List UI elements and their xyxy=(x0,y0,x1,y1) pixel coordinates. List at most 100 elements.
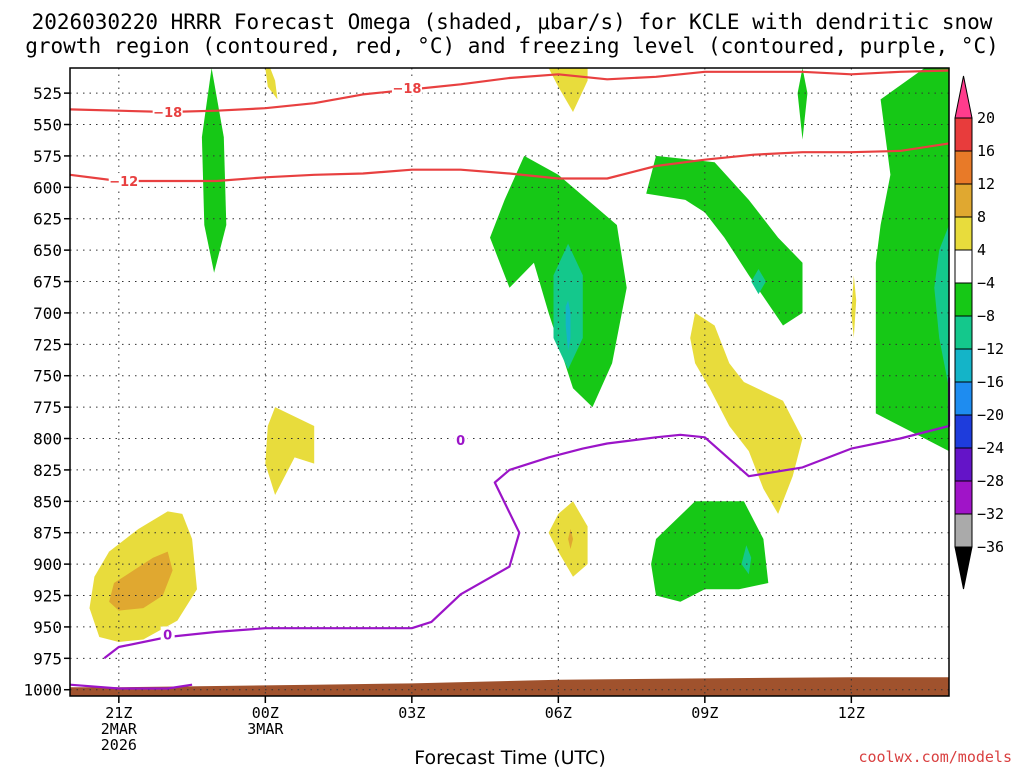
y-tick-label-850: 850 xyxy=(33,492,62,511)
freezing level 0-line xyxy=(103,377,951,660)
colorbar-bottom-arrow xyxy=(954,546,973,590)
colorbar-tick-label: 12 xyxy=(977,175,995,193)
omega-green-lower-right xyxy=(651,501,769,602)
contour-label-bg xyxy=(453,431,468,447)
y-tick-label-950: 950 xyxy=(33,618,62,637)
y-tick-label-800: 800 xyxy=(33,430,62,449)
y-axis: 525 550 575 600 625 650 675 700 725 750 775 800 825 8… xyxy=(23,84,70,700)
colorbar-tick-label: −16 xyxy=(977,373,1004,391)
omega-green-right-edge xyxy=(875,68,949,452)
x-tick-label: 00Z xyxy=(252,704,279,722)
y-tick-label-1000: 1000 xyxy=(23,681,62,700)
x-tick-label: 09Z xyxy=(691,704,718,722)
contour-label-bg xyxy=(160,626,175,642)
y-tick-label-525: 525 xyxy=(33,84,62,103)
contour-label: −18 xyxy=(392,82,421,97)
omega-yellow-small-right xyxy=(851,275,857,338)
colorbar-tick-label: −12 xyxy=(977,340,1004,358)
colorbar-tick-label: −4 xyxy=(977,274,995,292)
contour-label: −12 xyxy=(109,175,138,190)
chart-title-line-1: 2026030220 HRRR Forecast Omega (shaded, … xyxy=(32,10,993,34)
colorbar-tick-label: −36 xyxy=(977,538,1004,556)
colorbar: 20 16 12 8 4 −4 −8 −12 −16 −20 −24 −28 −32 −36 xyxy=(954,75,1004,590)
omega-yellow-top-center xyxy=(265,68,278,100)
omega-teal-dot-right xyxy=(751,269,766,295)
omega-green-thin-right xyxy=(797,68,808,140)
y-tick-label-775: 775 xyxy=(33,398,62,417)
colorbar-tick-label: −20 xyxy=(977,406,1004,424)
colorbar-segment xyxy=(954,348,973,383)
colorbar-segment xyxy=(954,282,973,317)
chart-title-line-2: growth region (contoured, red, °C) and f… xyxy=(25,34,999,58)
colorbar-tick-label: 20 xyxy=(977,109,995,127)
contour-label-bg xyxy=(391,80,422,96)
omega-orange-lower-left xyxy=(109,551,173,611)
y-tick-label-625: 625 xyxy=(33,210,62,229)
colorbar-top-arrow xyxy=(954,75,973,119)
terrain xyxy=(70,677,949,696)
plot-frame xyxy=(69,67,950,697)
omega-orange-dot-lower-center xyxy=(568,529,573,549)
y-tick-label-550: 550 xyxy=(33,116,62,135)
omega-teal-lower-right xyxy=(741,545,752,575)
contour-label-bg xyxy=(152,103,183,119)
contour-label: −18 xyxy=(153,106,182,121)
omega-cyan-dot-center xyxy=(565,300,571,351)
x-tick-label: 2026 xyxy=(101,736,137,754)
y-tick-label-725: 725 xyxy=(33,335,62,354)
y-tick-label-700: 700 xyxy=(33,304,62,323)
x-tick-label: 12Z xyxy=(838,704,865,722)
freezing level 0 surface-line xyxy=(69,683,193,690)
colorbar-segment xyxy=(954,480,973,515)
colorbar-segment xyxy=(954,150,973,185)
colorbar-segment xyxy=(954,447,973,482)
contours: −18 −18 −12 0 0 xyxy=(69,69,951,690)
y-tick-label-825: 825 xyxy=(33,461,62,480)
dgz -18-line xyxy=(69,69,950,114)
y-tick-label-650: 650 xyxy=(33,241,62,260)
colorbar-segment xyxy=(954,249,973,284)
colorbar-tick-label: 8 xyxy=(977,208,986,226)
colorbar-tick-label: −24 xyxy=(977,439,1004,457)
omega-teal-right-edge xyxy=(934,225,949,389)
colorbar-segment xyxy=(954,183,973,218)
y-tick-label-600: 600 xyxy=(33,178,62,197)
credit-text: coolwx.com/models xyxy=(858,748,1012,766)
colorbar-segment xyxy=(954,315,973,350)
omega-yellow-mid-left xyxy=(265,407,315,495)
x-tick-label: 3MAR xyxy=(247,720,284,738)
contour-label: 0 xyxy=(163,628,172,643)
contour-label-bg xyxy=(108,173,139,189)
colorbar-segment xyxy=(954,414,973,449)
y-tick-label-675: 675 xyxy=(33,273,62,292)
colorbar-tick-label: −8 xyxy=(977,307,995,325)
y-tick-label-900: 900 xyxy=(33,555,62,574)
dgz -12-line xyxy=(69,142,950,183)
ground xyxy=(70,677,949,696)
colorbar-segment xyxy=(954,216,973,251)
colorbar-tick-label: 4 xyxy=(977,241,986,259)
x-tick-label: 06Z xyxy=(545,704,572,722)
y-tick-label-875: 875 xyxy=(33,524,62,543)
omega-green-strip-left xyxy=(201,68,227,273)
colorbar-segment xyxy=(954,381,973,416)
omega-yellow-top-right xyxy=(548,68,588,112)
y-tick-label-975: 975 xyxy=(33,649,62,668)
y-tick-label-575: 575 xyxy=(33,147,62,166)
colorbar-tick-label: 16 xyxy=(977,142,995,160)
omega-green-right-big xyxy=(646,155,803,326)
x-tick-label: 03Z xyxy=(398,704,425,722)
omega-shading xyxy=(89,68,949,642)
x-axis-label: Forecast Time (UTC) xyxy=(414,747,605,768)
y-tick-label-750: 750 xyxy=(33,367,62,386)
colorbar-segment xyxy=(954,513,973,548)
colorbar-tick-label: −32 xyxy=(977,505,1004,523)
omega-yellow-right-band xyxy=(690,312,803,514)
grid xyxy=(70,68,949,696)
colorbar-segment xyxy=(954,117,973,152)
x-tick-label: 2MAR xyxy=(101,720,138,738)
colorbar-tick-label: −28 xyxy=(977,472,1004,490)
y-tick-label-925: 925 xyxy=(33,587,62,606)
